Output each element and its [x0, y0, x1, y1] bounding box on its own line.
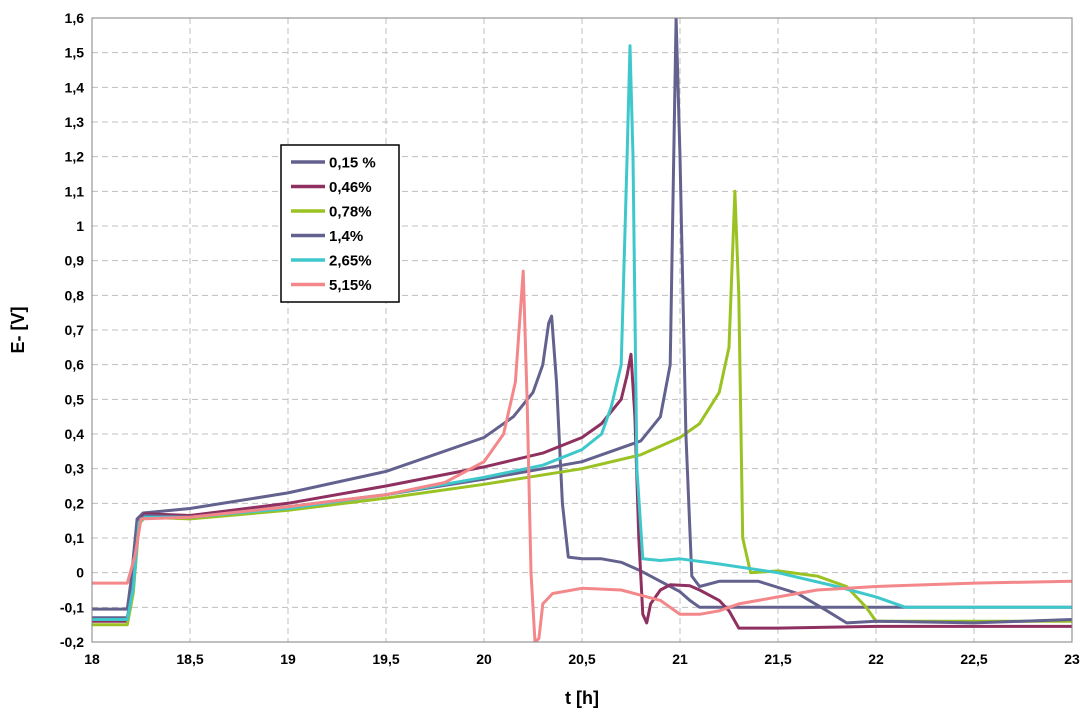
- y-tick-label: 1,5: [65, 45, 85, 61]
- x-tick-label: 20,5: [568, 651, 595, 667]
- y-tick-label: -0,1: [60, 599, 84, 615]
- x-tick-label: 22: [868, 651, 884, 667]
- series-group: [92, 18, 1072, 642]
- y-tick-label: 0,9: [65, 253, 85, 269]
- y-tick-label: 0,6: [65, 357, 85, 373]
- y-tick-label: 0,7: [65, 322, 85, 338]
- x-tick-label: 18: [84, 651, 100, 667]
- y-tick-label: 0,1: [65, 530, 85, 546]
- series-line-6: [92, 269, 1072, 642]
- y-tick-label: 1,2: [65, 149, 85, 165]
- y-tick-label: 1,4: [65, 79, 85, 95]
- y-tick-label: 1,3: [65, 114, 85, 130]
- legend-entry-label: 0,46%: [329, 179, 372, 196]
- legend-entry-label: 0,15 %: [329, 155, 376, 172]
- y-tick-label: 1,1: [65, 183, 85, 199]
- y-tick-label: 0,2: [65, 495, 85, 511]
- series-line-1: [92, 314, 1072, 611]
- x-tick-label: 21,5: [764, 651, 791, 667]
- y-tick-label: 0,5: [65, 391, 85, 407]
- y-axis-ticks: -0,2 -0,1 0 0,1 0,2 0,3 0,4 0,5 0,6 0,7 0,8 0,9 1 1,1…: [60, 10, 84, 650]
- legend: 0,15 % 0,46% 0,78% 1,4% 2,65% 5,15%: [280, 144, 400, 303]
- y-tick-label: 0,8: [65, 287, 85, 303]
- legend-entry-label: 1,4%: [329, 228, 363, 245]
- x-axis-ticks: 18 18,5 19 19,5 20 20,5 21 21,5 22 22,5 23: [84, 651, 1080, 667]
- x-tick-label: 20: [476, 651, 492, 667]
- y-tick-label: 0,4: [65, 426, 85, 442]
- plot-area-border: [91, 17, 1073, 643]
- x-axis-label: t [h]: [565, 688, 599, 708]
- y-tick-label: -0,2: [60, 634, 84, 650]
- x-tick-label: 19: [280, 651, 296, 667]
- y-axis-label: E- [V]: [8, 307, 28, 354]
- x-tick-label: 22,5: [960, 651, 987, 667]
- y-tick-label: 0,3: [65, 461, 85, 477]
- y-tick-label: 0: [76, 565, 84, 581]
- grid-lines: [92, 18, 1072, 642]
- x-tick-label: 19,5: [372, 651, 399, 667]
- y-tick-label: 1: [76, 218, 84, 234]
- x-tick-label: 21: [672, 651, 688, 667]
- legend-box: [280, 144, 400, 303]
- x-tick-label: 18,5: [176, 651, 203, 667]
- x-tick-label: 23: [1064, 651, 1080, 667]
- legend-entry-label: 0,78%: [329, 204, 372, 221]
- y-tick-label: 1,6: [65, 10, 85, 26]
- legend-entry-label: 2,65%: [329, 253, 372, 270]
- legend-entry-label: 5,15%: [329, 277, 372, 294]
